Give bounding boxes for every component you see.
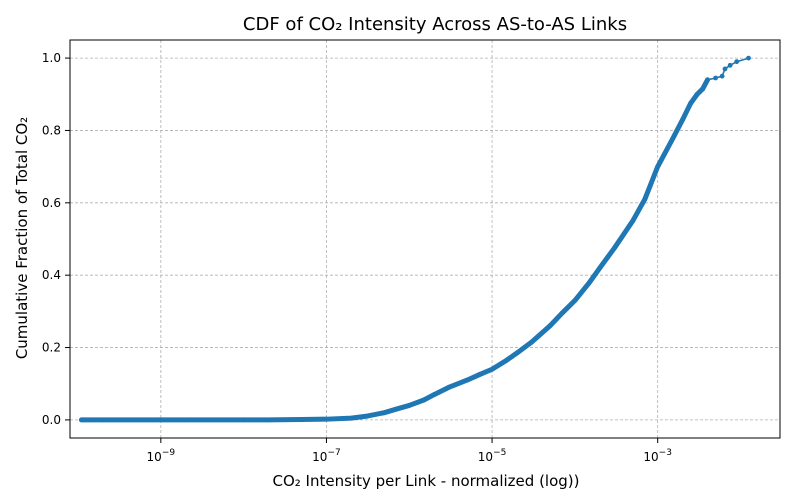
data-point (713, 75, 718, 81)
data-point (216, 417, 222, 423)
data-point (700, 86, 706, 92)
y-tick-label: 0.2 (42, 341, 61, 355)
data-point (363, 413, 369, 419)
data-point (514, 350, 520, 356)
data-point (746, 55, 751, 61)
data-point (348, 415, 354, 421)
data-point (655, 164, 661, 170)
data-series (78, 55, 751, 423)
data-point (727, 62, 733, 68)
data-point (299, 417, 304, 422)
data-point (572, 298, 578, 303)
data-point (241, 417, 247, 423)
data-point (630, 218, 636, 224)
chart-title: CDF of CO₂ Intensity Across AS-to-AS Lin… (243, 14, 627, 35)
data-point (597, 265, 603, 271)
data-point (504, 357, 510, 363)
y-axis-label: Cumulative Fraction of Total CO₂ (13, 117, 31, 359)
data-point (680, 117, 686, 122)
x-tick-label: 10−7 (312, 448, 341, 464)
x-tick-label: 10−5 (478, 448, 507, 464)
plot-frame (69, 39, 781, 439)
axis-ticks: 10−9 10−7 10−5 10−3 0.0 0.2 0.4 0.6 0.8 1.0 (42, 51, 672, 464)
data-point (694, 91, 700, 97)
data-point (642, 196, 648, 202)
data-point (669, 137, 675, 142)
data-point (489, 366, 495, 372)
data-point (559, 310, 565, 316)
data-point (476, 372, 482, 378)
data-point (150, 417, 156, 423)
data-point (90, 417, 96, 423)
y-tick-label: 0.6 (42, 196, 61, 210)
data-point (324, 416, 329, 422)
data-point (158, 417, 164, 423)
data-point (183, 417, 189, 423)
data-point (547, 323, 553, 329)
data-point (722, 66, 728, 72)
x-axis-label: CO₂ Intensity per Link - normalized (log… (272, 472, 579, 490)
data-point (394, 406, 399, 412)
y-tick-label: 1.0 (42, 51, 61, 65)
data-point (431, 392, 437, 397)
series-marker-band (78, 77, 711, 423)
data-point (100, 417, 106, 423)
data-point (79, 417, 84, 423)
x-tick-label: 10−3 (643, 448, 672, 464)
data-point (406, 403, 412, 408)
data-point (266, 417, 271, 423)
grid-lines (70, 40, 780, 438)
data-point (688, 100, 694, 106)
data-point (529, 339, 534, 345)
data-point (611, 245, 617, 251)
data-point (446, 384, 452, 390)
data-point (705, 77, 710, 83)
data-point (421, 397, 427, 403)
data-point (133, 417, 139, 423)
y-tick-label: 0.8 (42, 123, 61, 137)
data-point (587, 280, 592, 285)
y-tick-label: 0.4 (42, 268, 61, 282)
data-point (734, 59, 740, 65)
series-line (81, 57, 749, 421)
data-point (115, 417, 120, 423)
data-point (381, 410, 387, 416)
x-tick-label: 10−9 (147, 448, 176, 464)
data-point (464, 377, 470, 383)
y-tick-label: 0.0 (42, 413, 61, 427)
data-point (719, 73, 725, 79)
